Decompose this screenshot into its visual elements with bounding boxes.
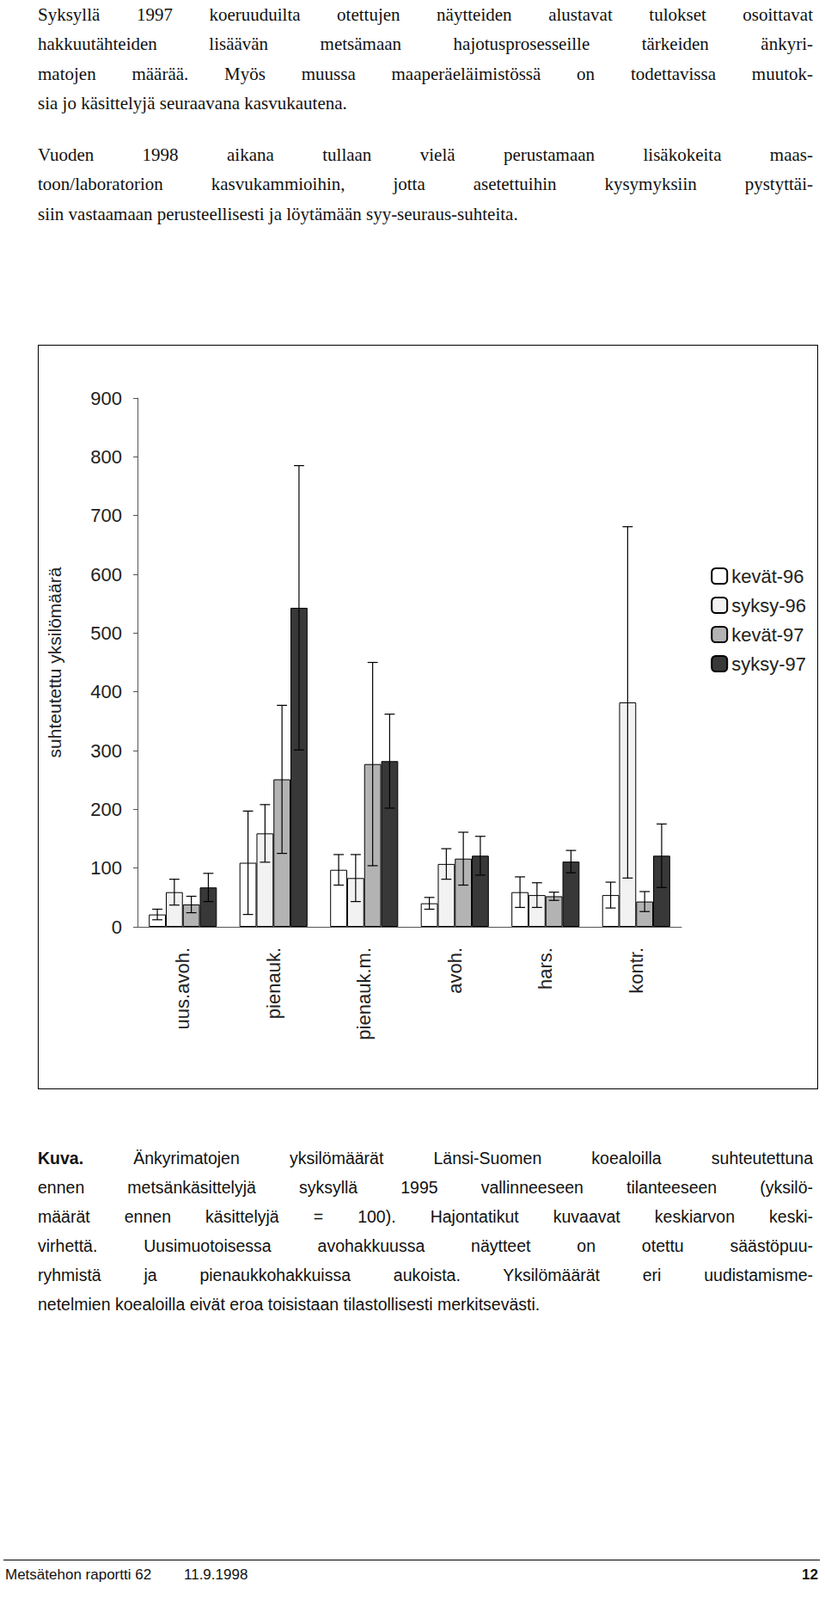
html-text:netelmien koealoilla eivät ero: netelmien koealoilla eivät eroa toisista… (37, 1294, 540, 1314)
svg-text:kontr.: kontr. (625, 947, 648, 994)
svg-text:hars.: hars. (534, 947, 557, 990)
html-text:Metsätehon raportti 62: Metsätehon raportti 62 (5, 1565, 152, 1583)
html-text:12: 12 (801, 1565, 819, 1583)
svg-text:500: 500 (90, 622, 123, 644)
svg-text:pienauk.m.: pienauk.m. (353, 947, 375, 1040)
svg-text:200: 200 (90, 798, 123, 820)
html-text:Kuva. Änkyrimatojen yksilömäär: Kuva. Änkyrimatojen yksilömäärät Länsi-S… (37, 1148, 813, 1168)
svg-text:300: 300 (90, 739, 123, 762)
html-text:ennen metsänkäsittelyjä syksyl: ennen metsänkäsittelyjä syksyllä 1995 va… (37, 1177, 813, 1197)
svg-text:pienauk.: pienauk. (262, 947, 285, 1019)
svg-text:600: 600 (90, 563, 123, 586)
html-text:Syksyllä 1997 koeruuduilta ote: Syksyllä 1997 koeruuduilta otettujen näy… (37, 4, 813, 25)
svg-text:100: 100 (90, 856, 123, 879)
svg-text:syksy-97: syksy-97 (731, 653, 807, 675)
html-text:Vuoden 1998 aikana tullaan vie: Vuoden 1998 aikana tullaan vielä perusta… (37, 144, 813, 165)
svg-text:suhteutettu yksilömäärä: suhteutettu yksilömäärä (44, 566, 65, 758)
html-text:virhettä. Uusimuotoisessa avoh: virhettä. Uusimuotoisessa avohakkuussa n… (37, 1235, 813, 1255)
html-text:toon/laboratorion kasvukammioi: toon/laboratorion kasvukammioihin, jotta… (37, 173, 813, 195)
svg-text:800: 800 (90, 446, 123, 468)
html-text:11.9.1998: 11.9.1998 (183, 1565, 248, 1583)
svg-text:uus.avoh.: uus.avoh. (171, 947, 194, 1029)
html-text:hakkuutähteiden lisäävän metsä: hakkuutähteiden lisäävän metsämaan hajot… (37, 33, 813, 55)
svg-text:700: 700 (90, 504, 123, 526)
html-text:ryhmistä ja pienaukkohakkuissa: ryhmistä ja pienaukkohakkuissa aukoista.… (37, 1265, 813, 1284)
html-text:matojen määrää. Myös muussa ma: matojen määrää. Myös muussa maaperäeläim… (37, 63, 813, 85)
svg-text:900: 900 (90, 387, 123, 410)
html-text:määrät ennen käsittelyjä = 100: määrät ennen käsittelyjä = 100). Hajonta… (37, 1206, 813, 1226)
svg-text:400: 400 (90, 680, 123, 703)
svg-text:kevät-97: kevät-97 (731, 623, 804, 646)
svg-text:kevät-96: kevät-96 (731, 565, 804, 587)
svg-text:0: 0 (111, 916, 123, 938)
svg-text:avoh.: avoh. (444, 947, 466, 994)
html-text:sia jo käsittelyjä seuraavana: sia jo käsittelyjä seuraavana kasvukaute… (37, 92, 348, 114)
html-text:siin vastaamaan perusteellises: siin vastaamaan perusteellisesti ja löyt… (37, 203, 518, 225)
svg-text:syksy-96: syksy-96 (731, 594, 807, 617)
